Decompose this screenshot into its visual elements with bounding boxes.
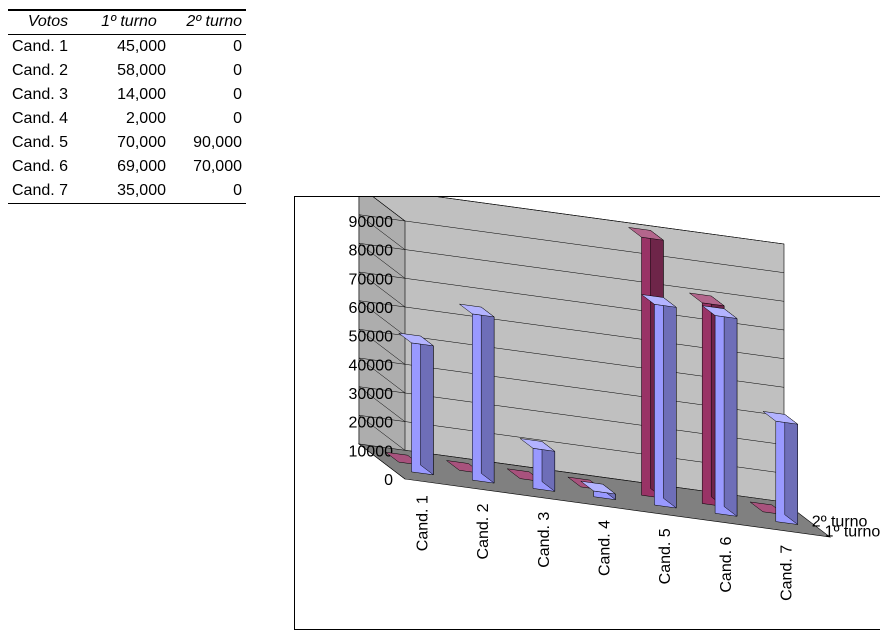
series-label: 2º turno: [812, 514, 868, 531]
table-header-row: Votos 1º turno 2º turno: [8, 9, 246, 35]
cell-candidate: Cand. 7: [8, 179, 88, 204]
cell-1-turno: 14,000: [117, 86, 166, 103]
x-tick-label: Cand. 1: [414, 495, 431, 551]
bar-2-top: [627, 227, 665, 241]
y-tick-label: 60000: [349, 300, 394, 317]
bar-1-side: [480, 306, 495, 484]
x-tick-label: Cand. 7: [779, 545, 796, 601]
cell-1-turno: 45,000: [117, 38, 166, 55]
table-row: Cand. 7 35,000 0: [8, 179, 246, 204]
cell-2-turno: 0: [233, 110, 242, 127]
cell-candidate: Cand. 6: [12, 158, 69, 175]
y-tick-label: 30000: [349, 386, 394, 403]
x-tick-label: Cand. 6: [718, 536, 735, 592]
y-tick-label: 50000: [349, 329, 394, 346]
gridline: [373, 197, 785, 245]
vote-table: Votos 1º turno 2º turno Cand. 1 45,000 0 C…: [8, 9, 246, 204]
cell-1-turno: 35,000: [88, 179, 170, 204]
bar-1-side: [723, 308, 738, 517]
bar-1-top: [640, 294, 678, 308]
bar-1-top: [701, 305, 738, 319]
table-row: Cand. 6 69,000 70,000: [8, 155, 246, 179]
y-tick-label: 70000: [349, 271, 394, 288]
chart-3d-columns: 0 10000 20000 30000 40000 50000 60000 70000 8000…: [349, 197, 880, 601]
cell-2-turno: 90,000: [193, 134, 242, 151]
bar-2-top: [688, 292, 726, 307]
x-tick-label: Cand. 3: [536, 512, 553, 568]
cell-1-turno: 2,000: [125, 110, 166, 127]
table-row: Cand. 1 45,000 0: [8, 35, 246, 60]
x-tick-label: Cand. 2: [475, 503, 492, 559]
cell-2-turno: 0: [170, 179, 246, 204]
table-row: Cand. 5 70,000 90,000: [8, 131, 246, 155]
x-tick-label: Cand. 4: [597, 520, 614, 576]
bar-1-top: [579, 480, 617, 495]
cell-1-turno: 70,000: [117, 134, 166, 151]
cell-candidate: Cand. 4: [12, 110, 69, 127]
bar-1-top: [397, 332, 435, 347]
cell-2-turno: 0: [233, 38, 242, 55]
chart-area: 0 10000 20000 30000 40000 50000 60000 70000 8000…: [294, 196, 880, 630]
y-tick-label: 40000: [349, 357, 394, 374]
y-tick-label: 80000: [349, 243, 394, 260]
y-tick-label: 20000: [349, 415, 394, 432]
header-votos: Votos: [8, 9, 88, 35]
cell-1-turno: 58,000: [117, 62, 166, 79]
cell-2-turno: 0: [233, 62, 242, 79]
header-1-turno: 1º turno: [88, 9, 170, 35]
cell-2-turno: 0: [233, 86, 242, 103]
cell-1-turno: 69,000: [117, 158, 166, 175]
cell-2-turno: 70,000: [193, 158, 242, 175]
table-row: Cand. 2 58,000 0: [8, 59, 246, 83]
bar-1-top: [519, 438, 556, 452]
x-tick-label: Cand. 5: [657, 528, 674, 584]
y-tick-label: 10000: [349, 443, 394, 460]
table-row: Cand. 4 2,000 0: [8, 107, 246, 131]
y-tick-label: 0: [384, 472, 393, 489]
bar-1-side: [663, 296, 677, 509]
cell-candidate: Cand. 3: [12, 86, 69, 103]
table-row: Cand. 3 14,000 0: [8, 83, 246, 107]
y-tick-label: 90000: [349, 214, 394, 231]
cell-candidate: Cand. 5: [12, 134, 69, 151]
cell-candidate: Cand. 2: [12, 62, 69, 79]
header-2-turno: 2º turno: [170, 9, 246, 35]
series-label: 1º turno: [825, 523, 880, 540]
bar-1-side: [784, 413, 798, 526]
bar-1-top: [762, 411, 799, 425]
bar-1-top: [458, 303, 496, 318]
cell-candidate: Cand. 1: [12, 38, 69, 55]
bar-1-side: [420, 335, 434, 476]
